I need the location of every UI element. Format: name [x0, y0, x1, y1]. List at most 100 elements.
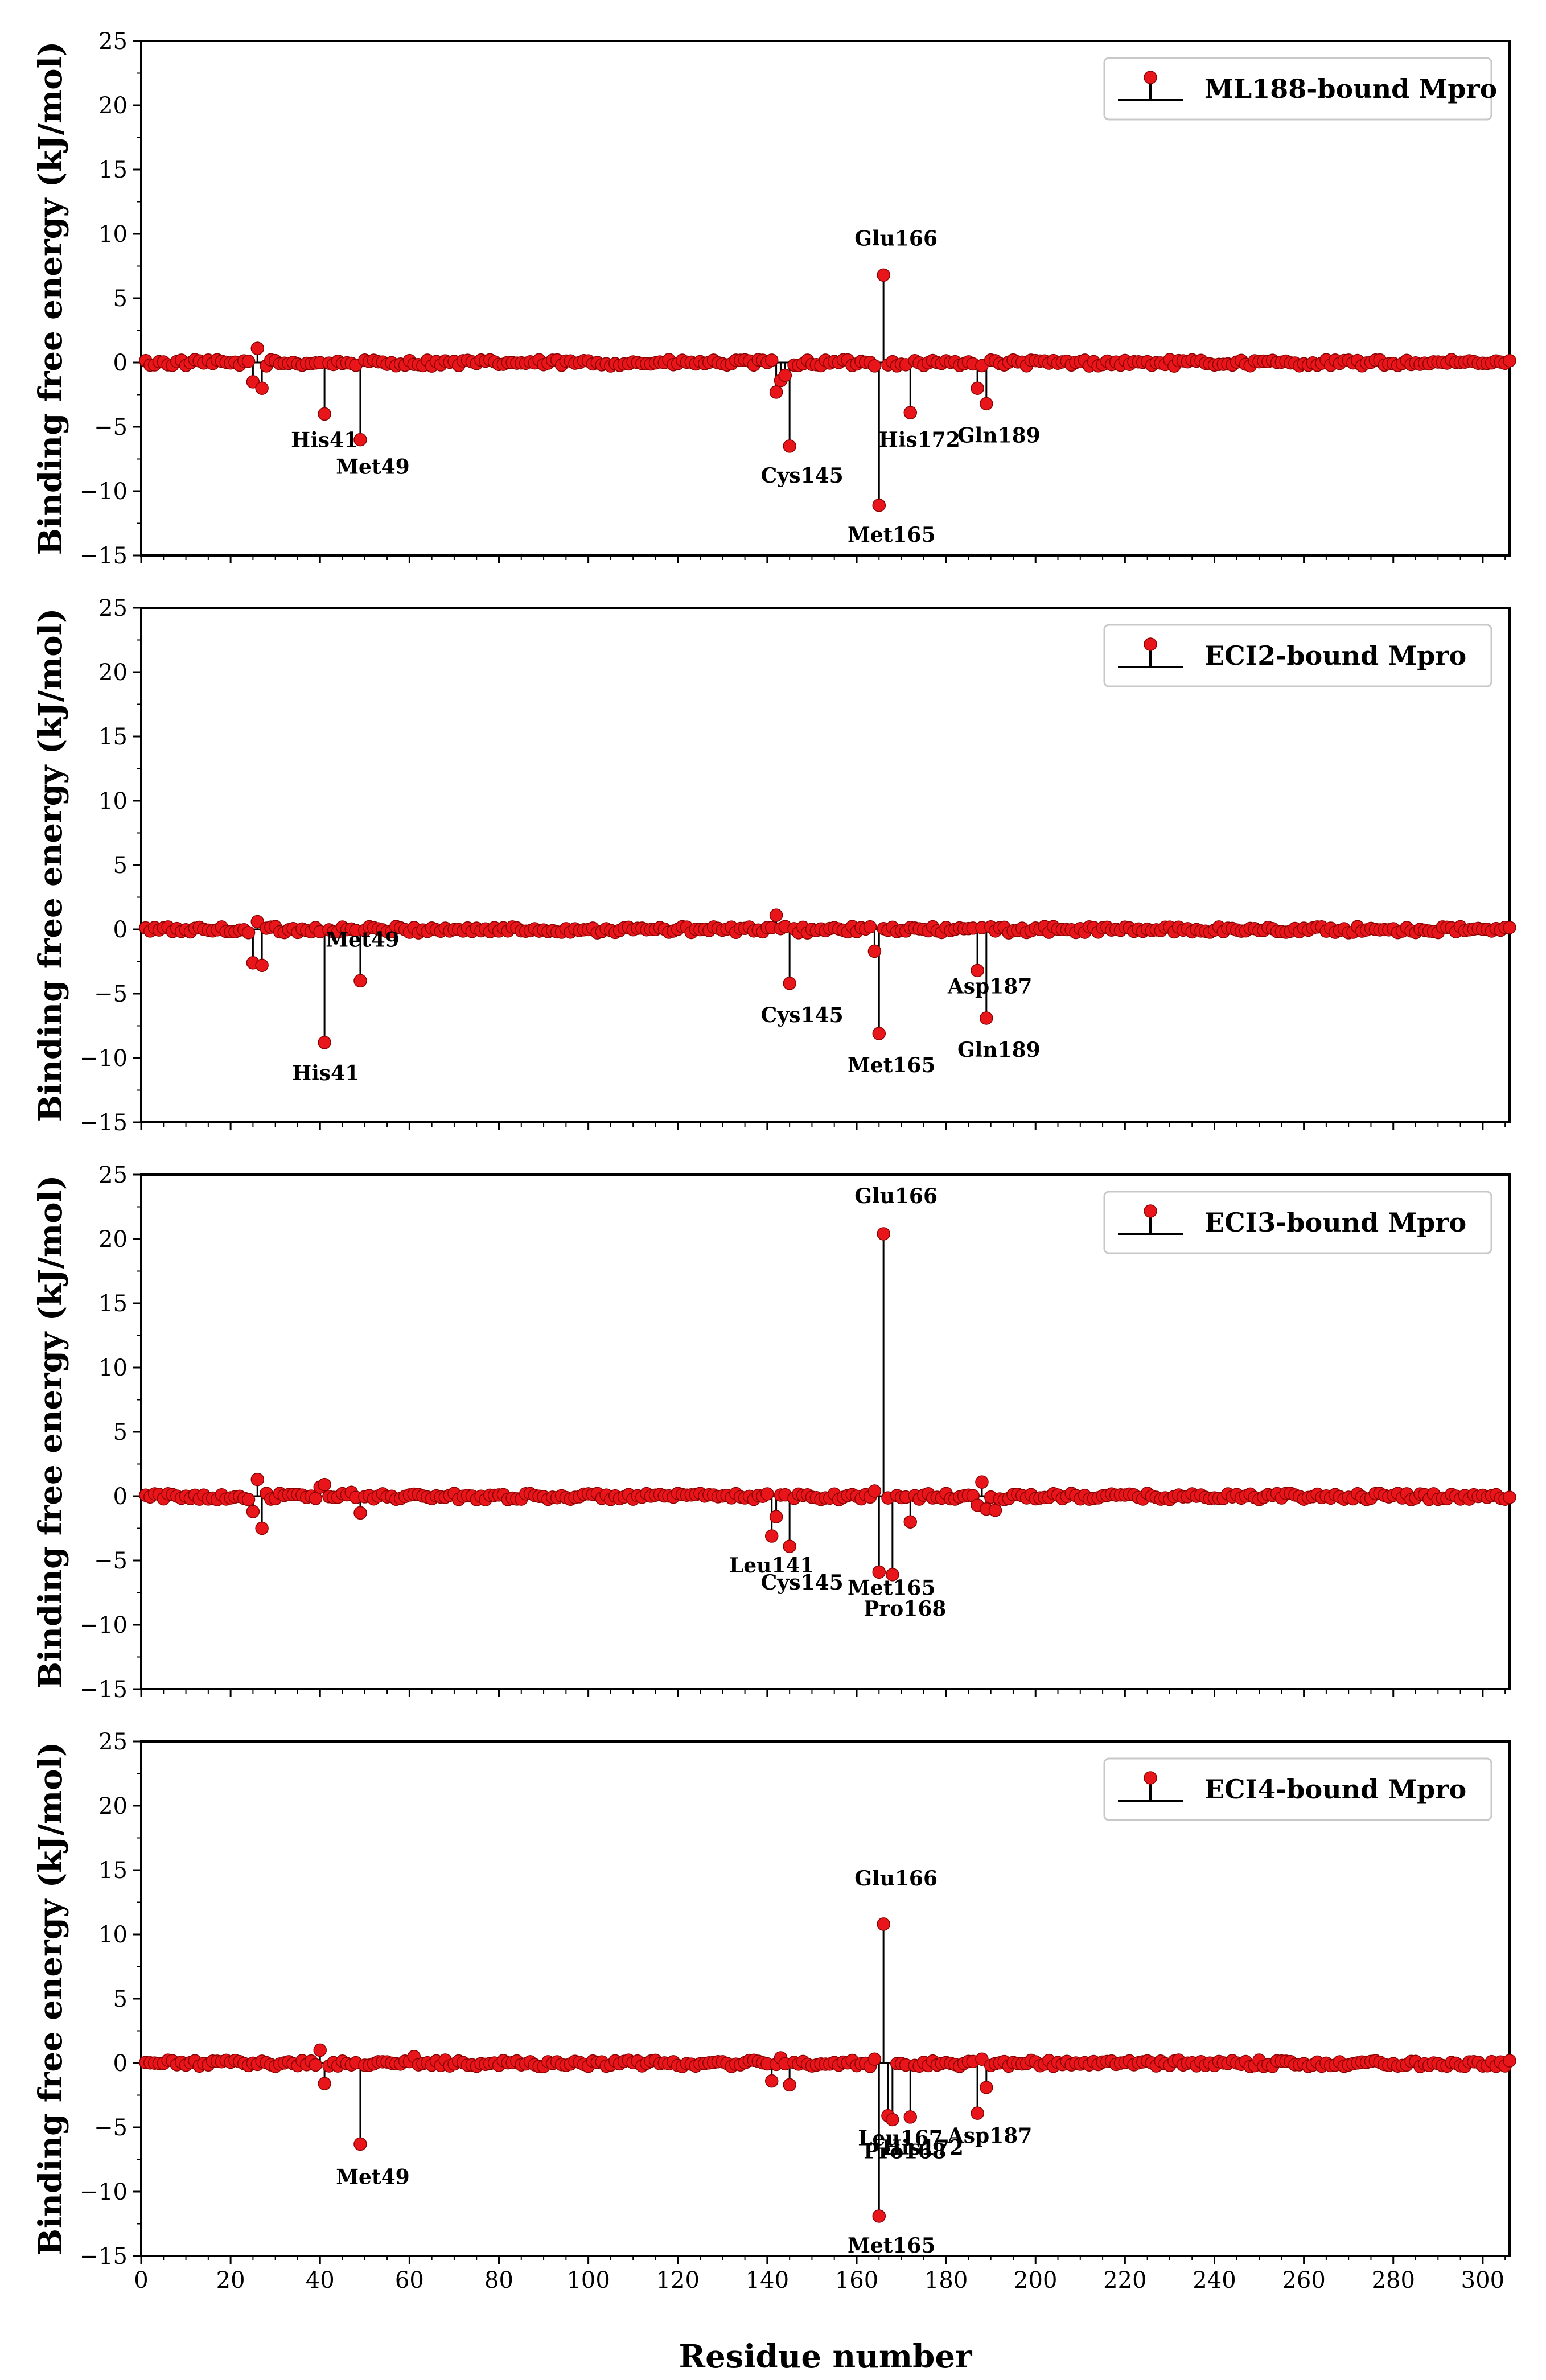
data-point: [255, 958, 269, 973]
x-axis-title: Residue number: [679, 2338, 973, 2375]
legend-box: [1103, 624, 1492, 687]
residue-annotation: Met165: [848, 523, 936, 547]
x-tick-label: 120: [656, 2267, 700, 2293]
y-tick-label: −5: [94, 414, 128, 440]
y-tick-label: 0: [113, 350, 128, 376]
data-point: [313, 2043, 327, 2057]
y-tick-label: 20: [98, 660, 128, 686]
y-axis-title: Binding free energy (kJ/mol): [32, 1742, 69, 2256]
data-point: [975, 1475, 989, 1489]
data-point: [250, 915, 265, 929]
y-tick-label: 15: [98, 1291, 128, 1317]
residue-annotation: Cys145: [761, 1003, 844, 1027]
stem-chart-panel: 25 20 15 10 5 0 −5 −10 −15 Binding free energy (k…: [32, 595, 1516, 1136]
data-point: [783, 1539, 796, 1553]
residue-annotation: His41: [291, 428, 358, 452]
y-tick-label: −15: [80, 2243, 128, 2270]
stem-markers: [139, 908, 1516, 1049]
y-axis-title: Binding free energy (kJ/mol): [32, 608, 69, 1122]
residue-annotation: Glu166: [854, 1184, 938, 1208]
data-point: [867, 944, 882, 958]
residue-annotation: Met49: [336, 455, 409, 479]
data-point: [764, 353, 779, 367]
data-point: [783, 2078, 796, 2092]
data-point: [769, 1510, 783, 1523]
data-point: [778, 368, 792, 382]
residue-annotation: His172: [879, 428, 960, 452]
stem-markers: [139, 1917, 1516, 2223]
x-tick-label: 180: [924, 2267, 968, 2293]
y-tick-label: 0: [113, 917, 128, 943]
stem-chart-panel: 25 20 15 10 5 0 −5 −10 −15 Binding free energy (k…: [32, 1162, 1516, 1703]
x-tick-label: 20: [216, 2267, 245, 2293]
y-tick-label: 5: [113, 853, 128, 879]
stem-lines: [145, 1233, 1511, 1575]
data-point: [353, 433, 367, 447]
legend-marker: [1144, 1771, 1157, 1785]
x-tick-label: 200: [1014, 2267, 1057, 2293]
legend-label: ML188-bound Mpro: [1204, 73, 1497, 104]
legend-box: [1103, 1191, 1492, 1254]
data-point: [1503, 353, 1516, 368]
data-point: [760, 1487, 774, 1501]
data-point: [353, 1506, 367, 1520]
x-tick-label: 80: [484, 2267, 513, 2293]
figure-panels: 25 20 15 10 5 0 −5 −10 −15 Binding free energy (k…: [32, 28, 1516, 2293]
data-point: [241, 1493, 256, 1506]
x-tick-label: 0: [134, 2267, 148, 2293]
y-tick-label: 25: [98, 1162, 128, 1188]
residue-annotation: Glu166: [854, 1867, 938, 1891]
data-point: [1503, 1490, 1516, 1504]
legend: ECI4-bound Mpro: [1103, 1757, 1492, 1821]
y-axis-title: Binding free energy (kJ/mol): [32, 42, 69, 555]
x-tick-label: 100: [566, 2267, 610, 2293]
data-point: [867, 359, 882, 373]
data-point: [1503, 2054, 1516, 2068]
data-point: [250, 1472, 265, 1487]
legend-label: ECI3-bound Mpro: [1204, 1207, 1466, 1238]
stem-markers: [139, 1227, 1516, 1582]
residue-annotation: Cys145: [761, 464, 844, 488]
y-tick-label: 5: [113, 1419, 128, 1446]
y-tick-label: −15: [80, 543, 128, 569]
residue-annotation: Pro168: [864, 2139, 946, 2163]
data-point: [241, 926, 256, 940]
data-point: [971, 963, 984, 978]
data-point: [872, 2209, 886, 2223]
data-point: [353, 2137, 367, 2151]
data-point: [318, 2077, 331, 2090]
residue-annotation: Met49: [326, 928, 399, 952]
data-point: [241, 354, 256, 368]
x-tick-label: 140: [746, 2267, 789, 2293]
legend-box: [1103, 1757, 1492, 1821]
y-tick-label: 20: [98, 93, 128, 119]
legend: ML188-bound Mpro: [1103, 57, 1497, 121]
y-tick-label: −15: [80, 1110, 128, 1136]
legend-label: ECI2-bound Mpro: [1204, 640, 1466, 671]
y-tick-label: 5: [113, 1986, 128, 2012]
y-tick-label: −10: [80, 1612, 128, 1638]
data-point: [769, 385, 783, 399]
y-tick-label: −10: [80, 2179, 128, 2205]
residue-annotation: Met165: [848, 1576, 936, 1600]
x-tick-label: 300: [1461, 2267, 1504, 2293]
legend: ECI3-bound Mpro: [1103, 1191, 1492, 1254]
y-tick-label: 10: [98, 788, 128, 814]
data-point: [867, 2052, 882, 2066]
legend: ECI2-bound Mpro: [1103, 624, 1492, 687]
data-point: [246, 1505, 260, 1518]
x-tick-label: 60: [395, 2267, 424, 2293]
y-tick-label: −5: [94, 1548, 128, 1574]
residue-annotation: Met49: [336, 2165, 409, 2189]
data-point: [872, 1027, 886, 1040]
data-point: [318, 1477, 331, 1492]
legend-label: ECI4-bound Mpro: [1204, 1774, 1466, 1805]
data-point: [903, 1515, 918, 1529]
residue-annotation: Asp187: [947, 974, 1033, 998]
data-point: [783, 439, 796, 453]
data-point: [1503, 921, 1516, 934]
residue-annotation: Asp187: [947, 2124, 1033, 2148]
data-point: [250, 341, 265, 355]
